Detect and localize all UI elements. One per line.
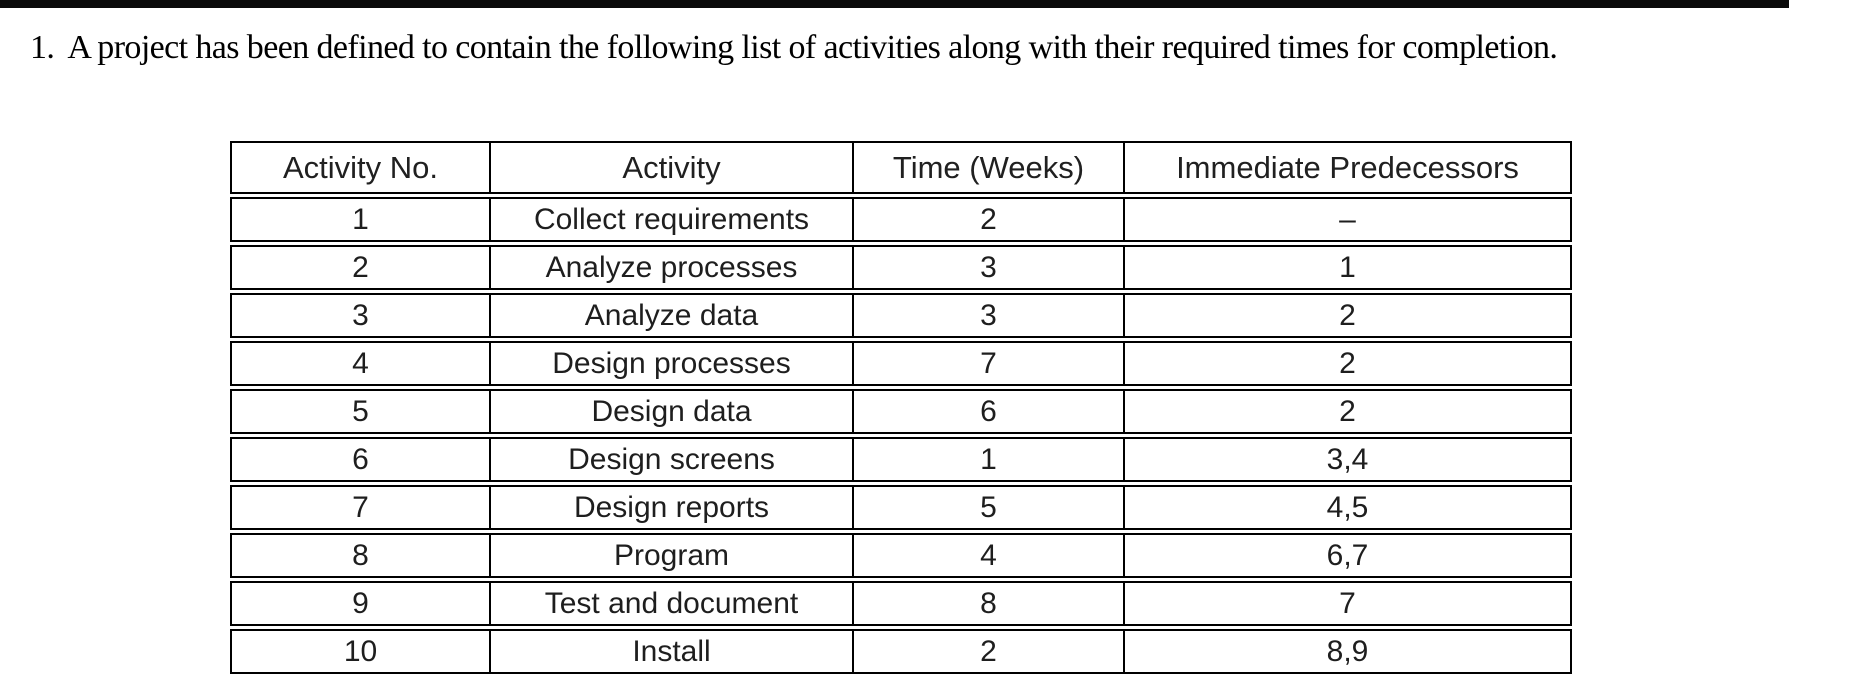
table-row: 10 Install 2 8,9 [230, 629, 1572, 674]
question-number: 1. [30, 29, 55, 66]
cell-predecessors: 2 [1123, 391, 1570, 432]
cell-activity: Design screens [489, 439, 852, 480]
table-row: 6 Design screens 1 3,4 [230, 437, 1572, 482]
cell-activity-no: 3 [352, 298, 369, 332]
table-row: 7 Design reports 5 4,5 [230, 485, 1572, 530]
cell-time: 4 [852, 535, 1123, 576]
cell-predecessors: 2 [1123, 343, 1570, 384]
cell-predecessors: – [1123, 199, 1570, 240]
cell-activity: Design reports [489, 487, 852, 528]
cell-time: 6 [852, 391, 1123, 432]
cell-predecessors: 2 [1123, 295, 1570, 336]
cell-time: 3 [852, 295, 1123, 336]
cell-predecessors: 8,9 [1123, 631, 1570, 672]
cell-activity-no: 2 [352, 250, 369, 284]
header-time-weeks: Time (Weeks) [852, 143, 1123, 192]
cell-activity-no: 6 [352, 442, 369, 476]
cell-activity-no: 4 [352, 346, 369, 380]
activities-table: Activity No. Activity Time (Weeks) Immed… [230, 141, 1572, 674]
cell-predecessors: 7 [1123, 583, 1570, 624]
table-row: 3 Analyze data 3 2 [230, 293, 1572, 338]
cell-activity-no: 10 [343, 634, 378, 668]
cell-activity: Design processes [489, 343, 852, 384]
question-text: A project has been defined to contain th… [67, 29, 1558, 66]
cell-activity-no: 7 [352, 490, 369, 524]
header-activity-no: Activity No. [282, 149, 439, 185]
header-activity: Activity [489, 143, 852, 192]
cell-time: 7 [852, 343, 1123, 384]
cell-time: 1 [852, 439, 1123, 480]
cell-predecessors: 4,5 [1123, 487, 1570, 528]
cell-time: 8 [852, 583, 1123, 624]
cell-predecessors: 6,7 [1123, 535, 1570, 576]
cell-time: 3 [852, 247, 1123, 288]
cell-predecessors: 1 [1123, 247, 1570, 288]
table-row: 2 Analyze processes 3 1 [230, 245, 1572, 290]
table-row: 8 Program 4 6,7 [230, 533, 1572, 578]
cell-activity: Analyze processes [489, 247, 852, 288]
cell-activity: Install [489, 631, 852, 672]
table-row: 5 Design data 6 2 [230, 389, 1572, 434]
top-divider-bar [0, 0, 1789, 8]
cell-activity: Design data [489, 391, 852, 432]
cell-predecessors: 3,4 [1123, 439, 1570, 480]
table-row: 9 Test and document 8 7 [230, 581, 1572, 626]
cell-activity: Analyze data [489, 295, 852, 336]
cell-time: 2 [852, 631, 1123, 672]
header-immediate-predecessors: Immediate Predecessors [1123, 143, 1570, 192]
cell-time: 2 [852, 199, 1123, 240]
cell-activity-no: 1 [352, 202, 369, 236]
cell-time: 5 [852, 487, 1123, 528]
cell-activity: Test and document [489, 583, 852, 624]
table-row: 1 Collect requirements 2 – [230, 197, 1572, 242]
table-row: 4 Design processes 7 2 [230, 341, 1572, 386]
cell-activity-no: 8 [352, 538, 369, 572]
cell-activity-no: 5 [352, 394, 369, 428]
cell-activity: Program [489, 535, 852, 576]
table-header-row: Activity No. Activity Time (Weeks) Immed… [230, 141, 1572, 194]
question-block: 1. A project has been defined to contain… [30, 24, 1627, 72]
cell-activity: Collect requirements [489, 199, 852, 240]
cell-activity-no: 9 [352, 586, 369, 620]
